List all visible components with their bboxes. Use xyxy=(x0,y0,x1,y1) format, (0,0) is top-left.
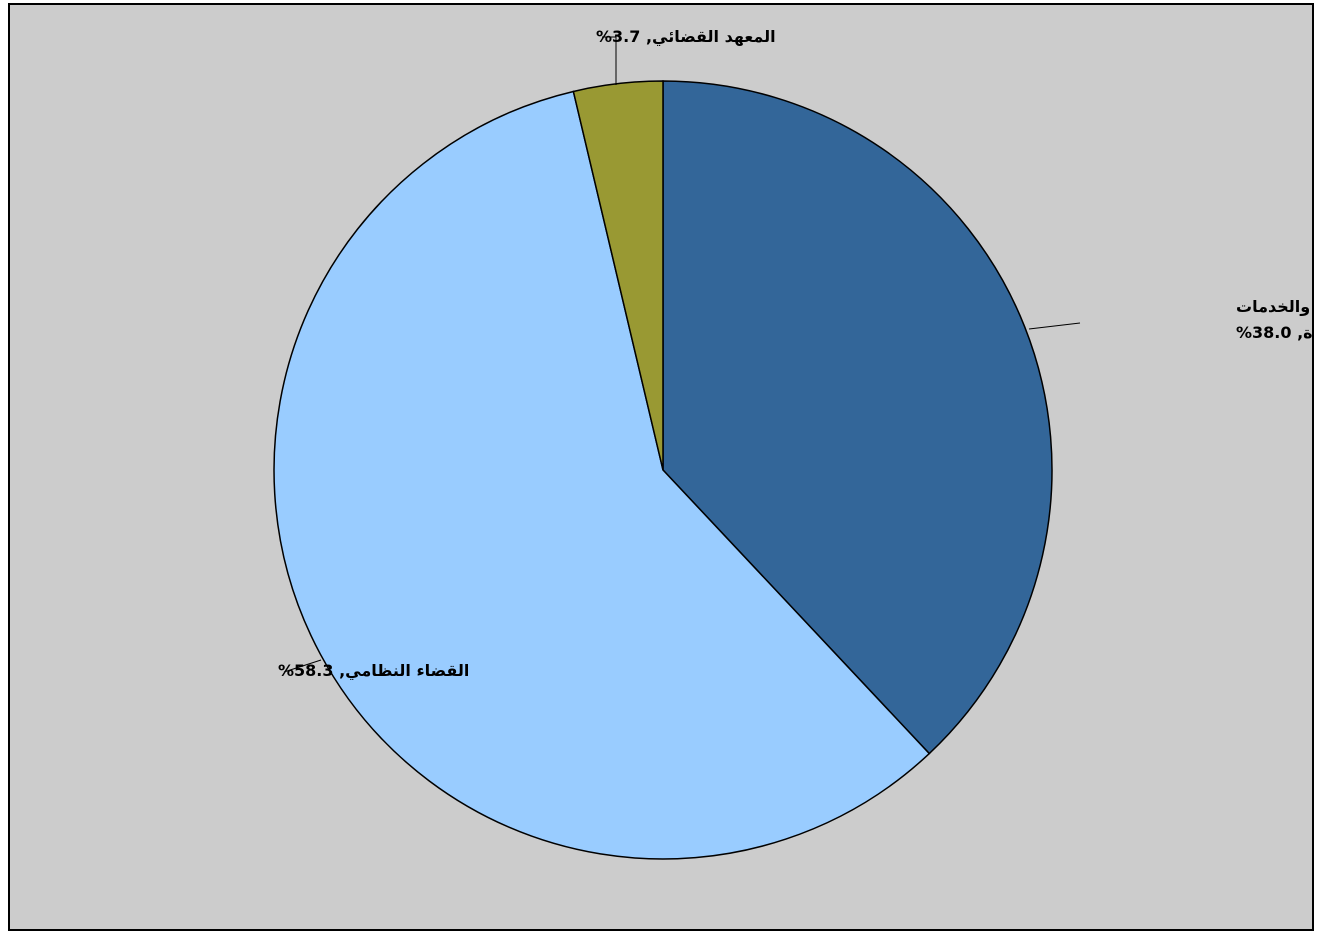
pie-slice-2 xyxy=(273,90,931,860)
leader-line-1 xyxy=(1028,322,1081,330)
pie-leader-lines xyxy=(283,36,1081,673)
leader-line-2 xyxy=(283,659,322,673)
pie-labels: ألادارة والخدماتالمساندة, 38.0% القضاء ال… xyxy=(278,27,1312,681)
pie-slices xyxy=(273,80,1053,860)
slice-label-1: ألادارة والخدماتالمساندة, 38.0% xyxy=(1236,296,1312,342)
leader-line-3 xyxy=(602,36,617,85)
chart-frame: ألادارة والخدماتالمساندة, 38.0% القضاء ال… xyxy=(8,3,1314,931)
pie-chart: ألادارة والخدماتالمساندة, 38.0% القضاء ال… xyxy=(273,27,1312,860)
slice-label-2: القضاء النظامي, 58.3% xyxy=(278,661,469,681)
pie-slice-1 xyxy=(662,80,1053,755)
pie-slice-3 xyxy=(572,80,664,471)
slice-label-3: المعهد القضائي, 3.7% xyxy=(596,27,776,47)
